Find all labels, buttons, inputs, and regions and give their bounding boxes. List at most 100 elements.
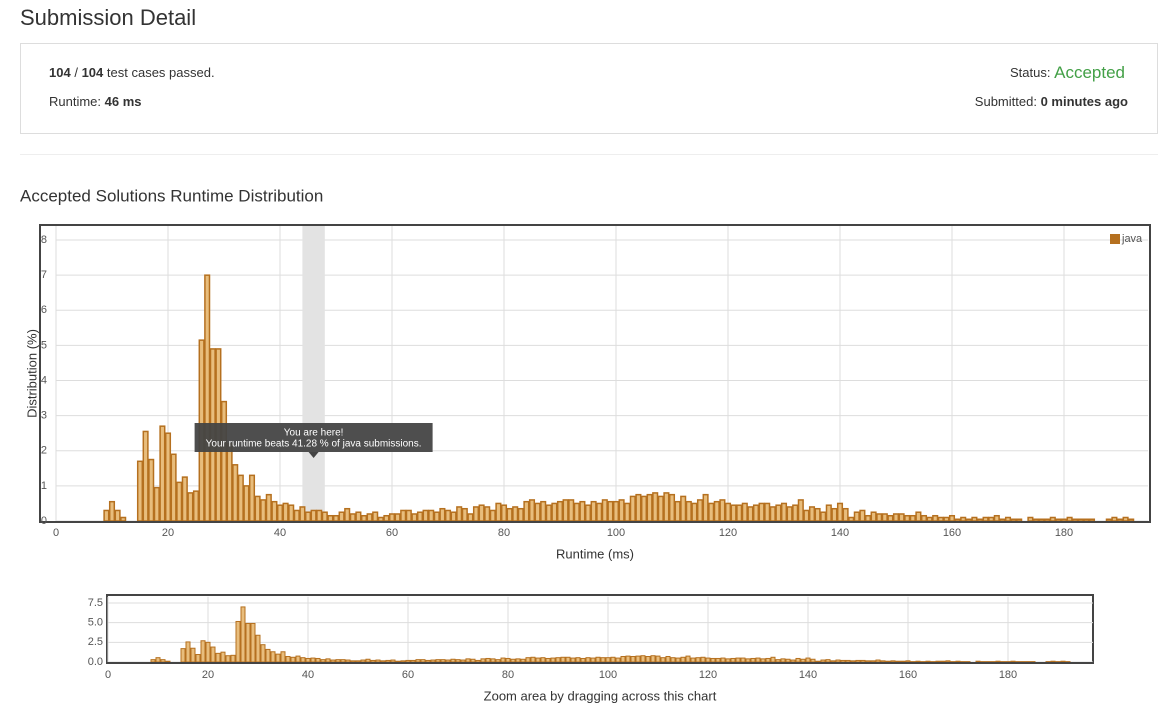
bar bbox=[321, 511, 328, 522]
bar bbox=[881, 513, 888, 522]
bar bbox=[394, 513, 401, 522]
bar bbox=[769, 506, 776, 522]
bar bbox=[405, 659, 411, 663]
bar bbox=[674, 500, 681, 522]
bar bbox=[736, 504, 743, 522]
bar bbox=[635, 655, 641, 663]
bar bbox=[808, 506, 816, 522]
bar bbox=[1116, 518, 1124, 522]
bar bbox=[835, 659, 841, 663]
bar bbox=[400, 660, 406, 663]
bar bbox=[515, 658, 521, 663]
bar bbox=[288, 504, 295, 522]
bar bbox=[562, 499, 569, 522]
status-label: Status: bbox=[1010, 65, 1050, 80]
bar bbox=[159, 425, 166, 522]
y-tick-label: 2.5 bbox=[88, 636, 103, 648]
total: 104 bbox=[82, 65, 104, 80]
bar bbox=[150, 659, 156, 663]
bar bbox=[752, 504, 760, 522]
bar bbox=[1111, 516, 1118, 522]
bar bbox=[180, 648, 186, 663]
bar bbox=[786, 506, 793, 522]
bar bbox=[1055, 518, 1062, 522]
bar bbox=[719, 499, 726, 522]
bar bbox=[590, 657, 596, 663]
bar bbox=[280, 651, 286, 663]
bar bbox=[1060, 660, 1066, 663]
bar bbox=[1010, 660, 1016, 663]
bar bbox=[282, 502, 289, 522]
bar bbox=[741, 502, 748, 522]
bar bbox=[456, 506, 463, 522]
bar bbox=[461, 507, 468, 522]
bar bbox=[535, 657, 541, 663]
bar bbox=[205, 641, 211, 663]
bar bbox=[170, 453, 177, 522]
bar bbox=[705, 657, 711, 663]
x-tick-label: 0 bbox=[53, 527, 59, 539]
bar bbox=[885, 660, 891, 663]
bar bbox=[428, 509, 435, 522]
bar bbox=[685, 655, 691, 663]
bar bbox=[375, 659, 381, 663]
y-tick-label: 2 bbox=[41, 445, 47, 457]
y-tick-label: 7 bbox=[41, 269, 47, 281]
bar bbox=[875, 659, 881, 663]
bar bbox=[525, 657, 531, 663]
bar bbox=[758, 502, 765, 522]
bar bbox=[1122, 516, 1129, 522]
bar bbox=[690, 657, 696, 663]
bar bbox=[573, 502, 580, 522]
bar bbox=[710, 657, 716, 663]
runtime-label: Runtime: bbox=[49, 94, 101, 109]
bar bbox=[1105, 518, 1112, 522]
bar bbox=[850, 660, 856, 663]
bar bbox=[240, 606, 246, 663]
legend-label: java bbox=[1121, 233, 1143, 245]
bar bbox=[220, 651, 226, 663]
bar bbox=[760, 658, 766, 663]
bar bbox=[740, 657, 746, 663]
bar bbox=[260, 644, 266, 663]
bar bbox=[520, 658, 526, 663]
bar bbox=[680, 495, 687, 522]
y-tick-label: 5.0 bbox=[88, 617, 103, 629]
bar bbox=[103, 509, 110, 522]
bar bbox=[1016, 518, 1023, 522]
bar bbox=[730, 504, 737, 522]
bar bbox=[439, 507, 446, 522]
bar bbox=[316, 509, 323, 522]
bar bbox=[625, 655, 631, 663]
bar bbox=[500, 504, 508, 522]
bar bbox=[695, 657, 701, 663]
bar bbox=[618, 499, 625, 522]
bar bbox=[565, 656, 571, 663]
bar bbox=[825, 659, 831, 663]
bar bbox=[467, 513, 474, 522]
bar bbox=[797, 499, 804, 522]
bar bbox=[646, 493, 653, 522]
bar bbox=[840, 659, 846, 663]
bar bbox=[635, 493, 642, 522]
bar bbox=[764, 502, 771, 522]
bar bbox=[299, 506, 306, 522]
x-tick-label: 80 bbox=[502, 669, 514, 681]
x-axis-label: Runtime (ms) bbox=[556, 546, 634, 561]
y-tick-label: 0 bbox=[41, 515, 47, 527]
bar bbox=[790, 659, 796, 663]
bar bbox=[810, 658, 816, 663]
bar bbox=[1044, 518, 1051, 522]
bar bbox=[915, 511, 922, 522]
bar bbox=[585, 657, 591, 663]
bar bbox=[478, 504, 485, 522]
bar bbox=[230, 654, 236, 663]
bar bbox=[366, 513, 373, 522]
y-axis-label: Distribution (%) bbox=[24, 329, 39, 418]
x-tick-label: 120 bbox=[719, 527, 737, 539]
bar bbox=[165, 660, 171, 663]
bar bbox=[260, 499, 267, 522]
x-tick-label: 160 bbox=[943, 527, 961, 539]
bar bbox=[800, 658, 806, 663]
bar bbox=[523, 500, 530, 522]
